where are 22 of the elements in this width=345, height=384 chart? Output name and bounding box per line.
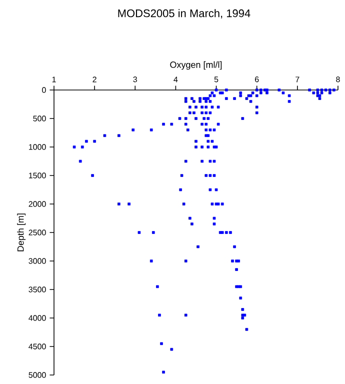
x-tick-label: 3	[133, 76, 138, 82]
y-tick-label: 1500	[29, 172, 46, 178]
chart-title: MODS2005 in March, 1994	[118, 9, 250, 18]
y-tick-label: 4000	[28, 315, 46, 321]
x-tick-label: 5	[214, 76, 218, 82]
x-tick-label: 2	[92, 76, 96, 82]
x-tick-label: 6	[255, 76, 259, 82]
y-tick-label: 3000	[28, 258, 46, 264]
y-tick-label: 5000	[28, 372, 46, 378]
x-axis-title: Oxygen [ml/l]	[170, 61, 222, 70]
x-tick-label: 7	[296, 76, 300, 82]
y-tick-label: 2000	[28, 201, 46, 207]
y-tick-label: 1000	[29, 144, 46, 150]
x-tick-label: 4	[174, 76, 178, 82]
x-tick-label: 1	[52, 76, 56, 82]
y-tick-label: 3500	[28, 286, 46, 292]
y-tick-label: 0	[42, 87, 46, 93]
x-tick-label: 8	[336, 76, 340, 82]
y-tick-label: 4500	[28, 344, 46, 350]
y-tick-label: 2500	[28, 230, 46, 236]
y-axis-title: Depth [m]	[17, 214, 26, 252]
y-tick-label: 500	[33, 116, 46, 122]
